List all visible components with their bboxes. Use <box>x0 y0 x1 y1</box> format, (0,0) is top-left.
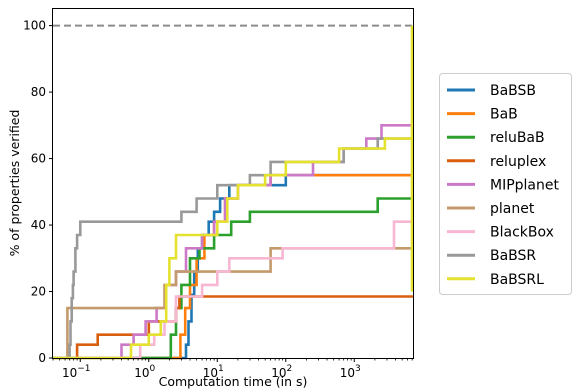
y-tick-label: 100 <box>23 19 46 33</box>
series-line-bab <box>53 173 413 360</box>
legend-label-reluplex: reluplex <box>490 154 546 170</box>
legend-label-blackbox: BlackBox <box>490 225 554 241</box>
legend-label-relubab: reluBaB <box>490 130 545 146</box>
legend-label-mipplanet: MIPplanet <box>490 177 559 193</box>
series-line-planet <box>53 247 413 360</box>
legend-label-bab: BaB <box>490 107 518 123</box>
x-tick-label: 103 <box>340 364 361 380</box>
series-line-relubab <box>53 197 413 360</box>
legend-frame <box>439 73 572 295</box>
legend-label-babsr: BaBSR <box>490 248 536 264</box>
legend-label-babsrl: BaBSRL <box>490 272 544 288</box>
series-line-mipplanet <box>53 124 413 360</box>
series-line-babsrl <box>53 137 413 360</box>
series-line-reluplex <box>53 295 413 360</box>
legend-label-babsb: BaBSB <box>490 83 536 99</box>
legend-label-planet: planet <box>490 201 535 217</box>
y-tick-label: 80 <box>31 85 46 99</box>
x-axis-label: Computation time (in s) <box>159 374 308 389</box>
series-line-blackbox <box>53 220 413 360</box>
y-tick-label: 60 <box>31 152 46 166</box>
y-tick-label: 0 <box>38 351 46 365</box>
y-axis-label: % of properties verified <box>7 110 22 257</box>
plot-frame <box>52 8 414 359</box>
y-tick-label: 40 <box>31 218 46 232</box>
series-line-babsb <box>53 173 413 360</box>
legend: BaBSB BaB reluBaB reluplex MIPplanet planet Bl… <box>439 73 572 295</box>
y-tick-label: 20 <box>31 285 46 299</box>
x-tick-label: 10−1 <box>62 364 91 380</box>
x-tick-label: 100 <box>134 364 155 380</box>
